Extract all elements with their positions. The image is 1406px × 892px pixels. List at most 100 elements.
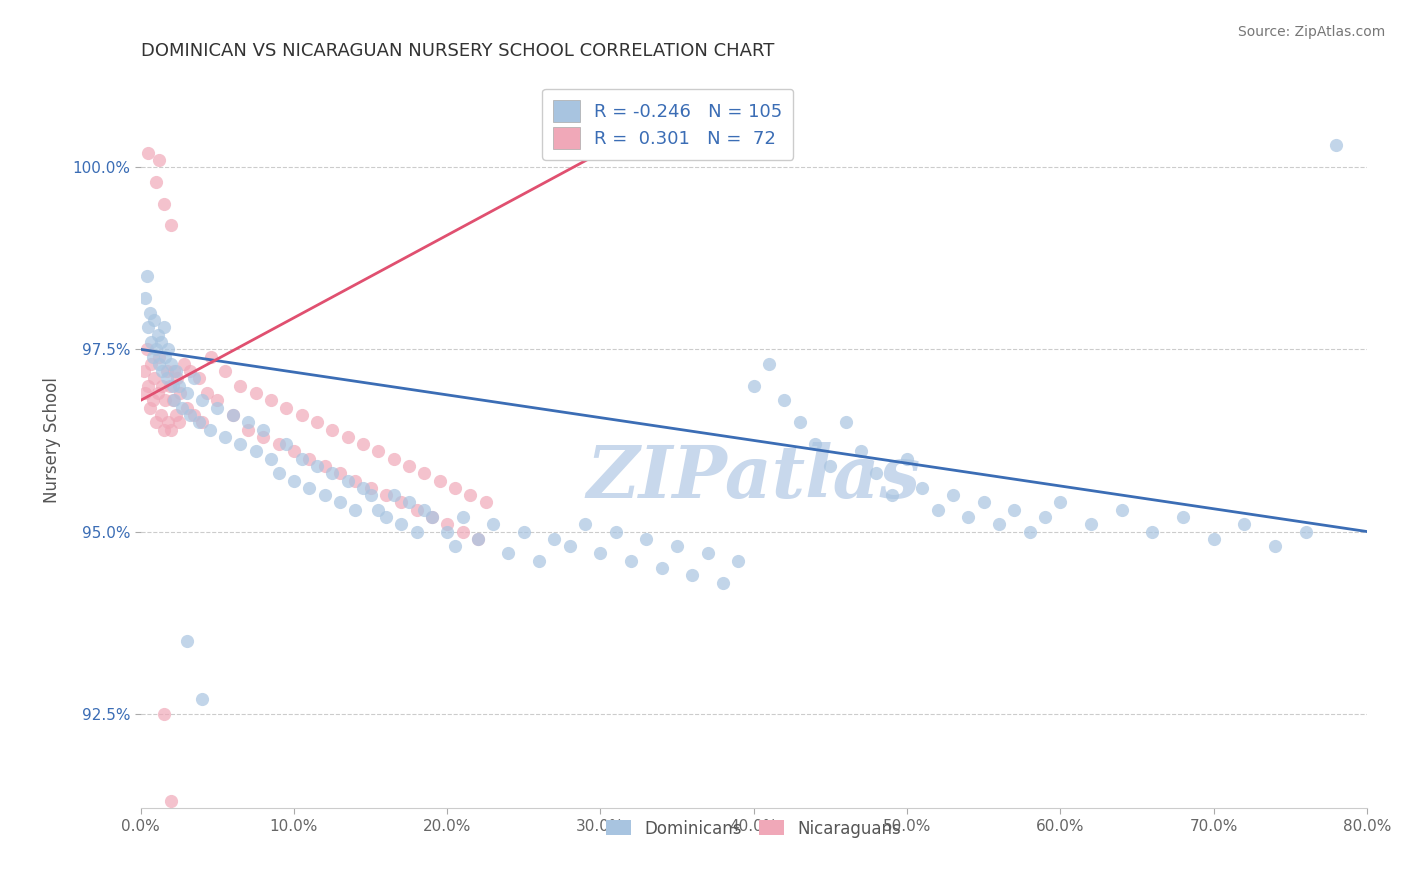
Point [321, 467, 343, 481]
Point [252, 423, 274, 437]
Point [221, 408, 243, 422]
Point [314, 458, 336, 473]
Point [135, 269, 157, 284]
Point [132, 364, 155, 378]
Point [290, 451, 312, 466]
Point [236, 415, 259, 429]
Point [150, 378, 173, 392]
Point [160, 423, 183, 437]
Point [696, 546, 718, 560]
Point [191, 393, 214, 408]
Point [245, 386, 267, 401]
Point [207, 401, 229, 415]
Point [176, 633, 198, 648]
Point [166, 371, 188, 385]
Point [187, 415, 209, 429]
Point [142, 393, 165, 408]
Point [321, 423, 343, 437]
Point [195, 386, 218, 401]
Text: DOMINICAN VS NICARAGUAN NURSERY SCHOOL CORRELATION CHART: DOMINICAN VS NICARAGUAN NURSERY SCHOOL C… [141, 42, 775, 60]
Text: ZIPatlas: ZIPatlas [586, 442, 921, 513]
Point [429, 474, 451, 488]
Point [1171, 510, 1194, 524]
Point [957, 510, 980, 524]
Point [1233, 517, 1256, 532]
Point [1142, 524, 1164, 539]
Point [162, 378, 184, 392]
Point [927, 502, 949, 516]
Point [382, 488, 405, 502]
Point [162, 393, 184, 408]
Point [165, 364, 187, 378]
Point [329, 495, 352, 509]
Point [148, 357, 170, 371]
Point [160, 219, 183, 233]
Point [789, 415, 811, 429]
Point [336, 474, 359, 488]
Point [352, 481, 374, 495]
Point [420, 510, 443, 524]
Point [136, 145, 159, 160]
Point [160, 794, 183, 808]
Point [727, 554, 749, 568]
Point [458, 488, 481, 502]
Point [148, 350, 170, 364]
Text: Source: ZipAtlas.com: Source: ZipAtlas.com [1237, 25, 1385, 39]
Point [314, 488, 336, 502]
Point [896, 451, 918, 466]
Point [374, 510, 396, 524]
Point [1018, 524, 1040, 539]
Point [444, 539, 467, 553]
Point [742, 378, 765, 392]
Point [1202, 532, 1225, 546]
Point [451, 510, 474, 524]
Point [329, 467, 352, 481]
Point [276, 437, 298, 451]
Point [374, 488, 396, 502]
Point [136, 378, 159, 392]
Point [153, 350, 176, 364]
Point [474, 495, 496, 509]
Point [163, 393, 186, 408]
Point [804, 437, 827, 451]
Point [574, 517, 596, 532]
Point [150, 364, 173, 378]
Point [849, 444, 872, 458]
Point [157, 415, 180, 429]
Point [558, 539, 581, 553]
Point [167, 378, 190, 392]
Point [145, 415, 167, 429]
Point [413, 502, 436, 516]
Point [513, 524, 536, 539]
Point [498, 546, 520, 560]
Point [149, 408, 172, 422]
Point [758, 357, 780, 371]
Point [267, 467, 290, 481]
Point [152, 196, 174, 211]
Point [135, 343, 157, 357]
Point [344, 474, 367, 488]
Point [389, 495, 412, 509]
Point [367, 444, 389, 458]
Point [911, 481, 934, 495]
Point [156, 364, 179, 378]
Point [183, 371, 205, 385]
Point [305, 458, 328, 473]
Point [176, 401, 198, 415]
Point [360, 488, 382, 502]
Point [305, 415, 328, 429]
Point [382, 451, 405, 466]
Point [252, 430, 274, 444]
Point [1111, 502, 1133, 516]
Point [1033, 510, 1056, 524]
Point [183, 408, 205, 422]
Point [187, 371, 209, 385]
Point [152, 423, 174, 437]
Point [139, 401, 162, 415]
Point [482, 517, 505, 532]
Point [290, 408, 312, 422]
Point [145, 343, 167, 357]
Point [467, 532, 489, 546]
Point [214, 430, 236, 444]
Point [169, 386, 191, 401]
